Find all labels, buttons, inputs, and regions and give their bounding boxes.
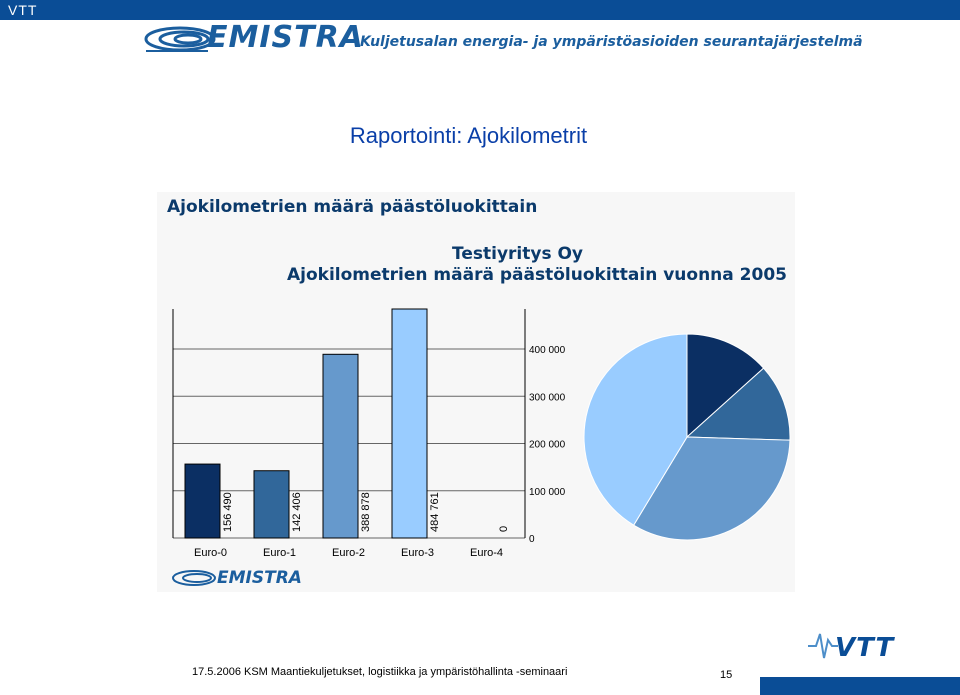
x-tick-label: Euro-3 [401, 547, 434, 559]
top-bar: VTT [0, 0, 960, 20]
pie-slice [685, 367, 791, 441]
x-tick-label: Euro-0 [194, 547, 227, 559]
pie-slice [583, 333, 688, 526]
vtt-pulse-icon [808, 633, 838, 659]
footer-emistra-logo: EMISTRA [217, 568, 302, 588]
bar [322, 353, 359, 539]
bar-value-label: 0 [498, 526, 510, 532]
chart-subtitle: Ajokilometrien määrä päästöluokittain vu… [287, 265, 787, 285]
pie-slice [633, 436, 791, 541]
emistra-banner: EMISTRA Kuljetusalan energia- ja ympäris… [0, 20, 960, 58]
bar [184, 463, 221, 539]
footer-text: 17.5.2006 KSM Maantiekuljetukset, logist… [192, 666, 568, 678]
bottom-bar [760, 677, 960, 695]
x-tick-label: Euro-4 [470, 547, 503, 559]
bar-value-label: 388 878 [360, 492, 372, 532]
emistra-logo: EMISTRA [207, 20, 364, 55]
bar-value-label: 484 761 [429, 492, 441, 532]
chart-title: Testiyritys Oy [452, 244, 584, 264]
x-tick-label: Euro-2 [332, 547, 365, 559]
org-label: VTT [8, 2, 38, 18]
y-tick-label: 300 000 [529, 392, 566, 403]
bar [391, 308, 428, 539]
footer-swoosh-icon [172, 570, 216, 586]
bar [253, 470, 290, 539]
chart-panel-heading: Ajokilometrien määrä päästöluokittain [167, 197, 538, 217]
slide-title: Raportointi: Ajokilometrit [349, 123, 588, 148]
y-tick-label: 0 [529, 534, 535, 545]
banner-subtitle: Kuljetusalan energia- ja ympäristöasioid… [360, 34, 863, 50]
y-tick-label: 200 000 [529, 440, 566, 451]
pie-slice [686, 333, 765, 439]
page-number: 15 [720, 669, 733, 681]
y-tick-label: 100 000 [529, 487, 566, 498]
emistra-swoosh-icon [144, 26, 216, 52]
y-tick-label: 400 000 [529, 345, 566, 356]
x-tick-label: Euro-1 [263, 547, 296, 559]
vtt-logo: VTT [835, 633, 895, 663]
bar-value-label: 156 490 [222, 492, 234, 532]
bar-value-label: 142 406 [291, 492, 303, 532]
